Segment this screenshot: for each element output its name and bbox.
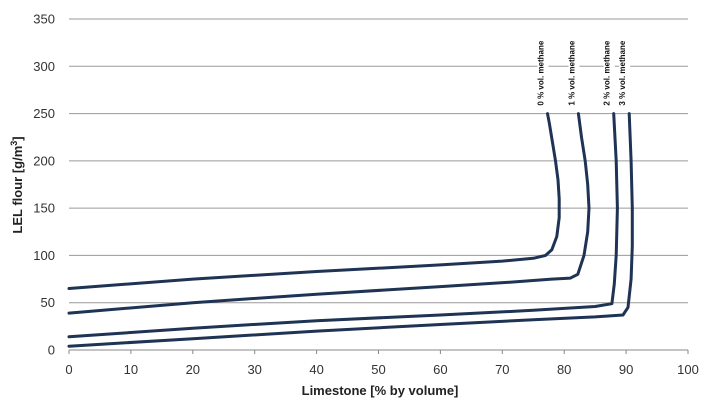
y-tick-label-250: 250 <box>33 106 55 121</box>
y-tick-label-0: 0 <box>48 343 55 358</box>
x-tick-label-90: 90 <box>619 362 633 377</box>
series-line-1 <box>67 112 591 315</box>
series-label-1: 1 % vol. methane <box>567 40 576 105</box>
series-label-bg-0 <box>537 58 549 110</box>
series-line-3 <box>67 112 634 348</box>
x-tick-label-80: 80 <box>557 362 571 377</box>
y-axis-title-main: LEL flour [g/m <box>10 146 25 234</box>
series-line-2 <box>67 112 619 339</box>
y-tick-label-100: 100 <box>33 248 55 263</box>
x-tick-label-40: 40 <box>309 362 323 377</box>
x-axis-title: Limestone [% by volume] <box>302 383 459 398</box>
y-axis-title-end: ] <box>10 136 25 140</box>
series-lines <box>67 112 634 348</box>
y-tick-labels: 0 50 100 150 200 250 300 350 <box>33 12 55 358</box>
x-tick-label-70: 70 <box>495 362 509 377</box>
label-background <box>537 58 631 110</box>
y-tick-label-150: 150 <box>33 201 55 216</box>
y-tick-label-200: 200 <box>33 153 55 168</box>
x-tick-label-0: 0 <box>65 362 72 377</box>
x-tick-label-60: 60 <box>433 362 447 377</box>
y-tick-label-50: 50 <box>41 295 55 310</box>
gridlines <box>69 18 688 304</box>
y-tick-label-300: 300 <box>33 59 55 74</box>
series-label-3: 3 % vol. methane <box>618 40 627 105</box>
x-tick-label-10: 10 <box>124 362 138 377</box>
axes <box>68 349 689 354</box>
series-label-bg-3 <box>619 58 631 110</box>
x-tick-label-100: 100 <box>677 362 699 377</box>
series-line-0 <box>67 112 561 290</box>
x-tick-label-30: 30 <box>247 362 261 377</box>
series-label-0: 0 % vol. methane <box>536 40 545 105</box>
x-tick-label-50: 50 <box>371 362 385 377</box>
y-axis-title: LEL flour [g/m3] <box>9 136 25 233</box>
y-tick-label-350: 350 <box>33 12 55 27</box>
series-labels: 0 % vol. methane 1 % vol. methane 2 % vol.… <box>536 40 627 105</box>
series-label-2: 2 % vol. methane <box>603 40 612 105</box>
series-label-bg-1 <box>568 58 580 110</box>
series-label-bg-2 <box>603 58 615 110</box>
y-axis-title-sup: 3 <box>9 141 19 146</box>
x-tick-label-20: 20 <box>186 362 200 377</box>
x-tick-labels: 0 10 20 30 40 50 60 70 80 90 100 <box>65 362 698 377</box>
